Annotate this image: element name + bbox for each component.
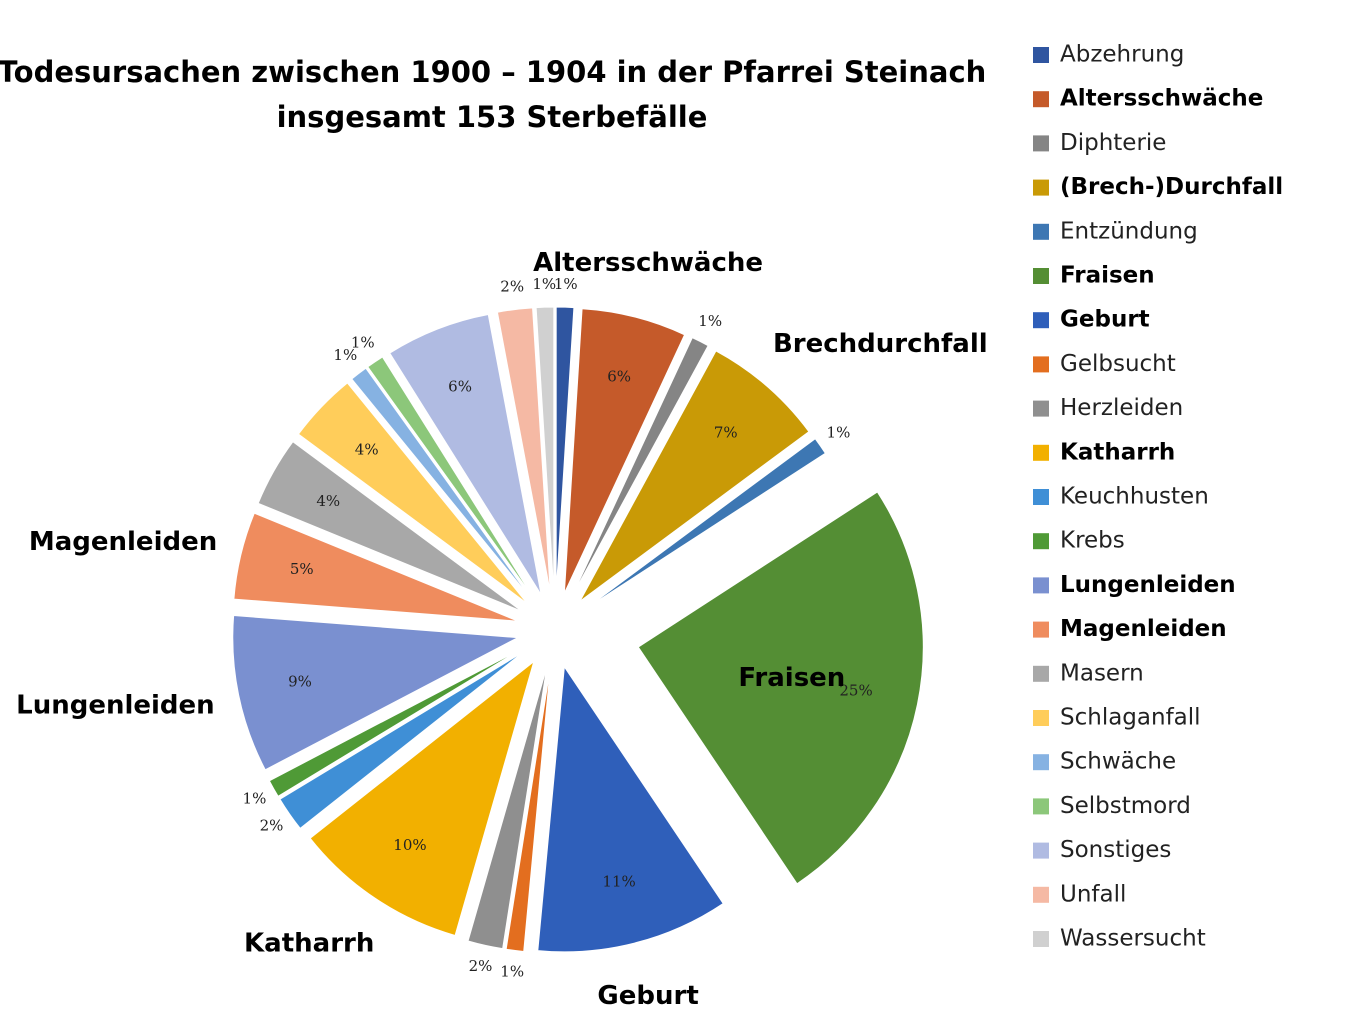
value-label: 1% (243, 789, 267, 807)
legend-swatch (1033, 665, 1049, 682)
value-label: 1% (500, 962, 524, 980)
pie-slice (537, 665, 724, 953)
legend-label: Krebs (1060, 528, 1125, 554)
legend-swatch (1033, 444, 1049, 461)
pie-slice (279, 651, 525, 830)
legend-label: Diphterie (1060, 130, 1166, 156)
slice-label: Brechdurchfall (773, 329, 988, 359)
value-label: 9% (288, 672, 312, 690)
value-label: 5% (290, 560, 314, 578)
legend-label: Lungenleiden (1060, 572, 1236, 598)
pie-slice (585, 437, 827, 609)
pie-slice (555, 306, 575, 593)
pie-slice (467, 666, 548, 950)
legend-swatch (1033, 621, 1049, 638)
legend-label: Keuchhusten (1060, 484, 1209, 510)
slice-label: Lungenleiden (16, 690, 215, 720)
value-label: 2% (260, 817, 284, 835)
pie-slice (563, 308, 686, 594)
value-label: 1% (333, 346, 357, 364)
legend-label: Katharrh (1060, 439, 1175, 465)
legend-swatch (1033, 798, 1049, 815)
value-label: 1% (827, 423, 851, 441)
legend-swatch (1033, 710, 1049, 726)
pie-slice (268, 648, 523, 797)
legend-label: Schlaganfall (1060, 705, 1201, 731)
pie-slice (579, 350, 810, 602)
legend-swatch (1033, 312, 1049, 329)
legend-swatch (1033, 356, 1049, 373)
value-label: 6% (607, 368, 631, 386)
pie-slice (232, 614, 520, 771)
legend-label: Fraisen (1060, 263, 1155, 289)
legend-swatch (1033, 179, 1049, 196)
value-label: 2% (500, 278, 524, 296)
pie-slice (637, 491, 924, 885)
legend-label: Entzündung (1060, 218, 1198, 244)
legend-swatch (1033, 268, 1049, 284)
legend-label: Altersschwäche (1060, 86, 1263, 112)
pie-slice (351, 367, 533, 601)
value-label: 11% (602, 872, 635, 890)
pie-slice (297, 382, 528, 605)
chart-title: Todesursachen zwischen 1900 – 1904 in de… (0, 55, 986, 89)
legend-label: Abzehrung (1060, 42, 1184, 68)
slice-label: Geburt (597, 981, 698, 1011)
value-label: 4% (316, 492, 340, 510)
value-label: 1% (554, 275, 578, 293)
legend-swatch (1033, 754, 1049, 771)
pie-slice (571, 336, 709, 597)
pie-slice (505, 667, 551, 953)
legend-swatch (1033, 533, 1049, 550)
legend-label: Magenleiden (1060, 616, 1227, 642)
legend-swatch (1033, 931, 1049, 947)
value-label: 1% (351, 334, 375, 352)
legend-label: (Brech-)Durchfall (1060, 174, 1283, 200)
legend-swatch (1033, 842, 1049, 859)
slice-label: Magenleiden (29, 527, 217, 557)
value-label: 2% (469, 957, 493, 975)
pie-slice (389, 313, 542, 595)
legend-label: Wassersucht (1060, 926, 1206, 952)
legend-swatch (1033, 489, 1049, 505)
legend-label: Herzleiden (1060, 395, 1183, 421)
legend-label: Schwäche (1060, 749, 1176, 775)
pie-slice (309, 660, 535, 937)
legend-swatch (1033, 400, 1049, 417)
legend-swatch (1033, 91, 1049, 108)
legend-label: Masern (1060, 660, 1144, 686)
legend-label: Geburt (1060, 307, 1150, 333)
chart-subtitle: insgesamt 153 Sterbefälle (277, 100, 708, 134)
legend-swatch (1033, 47, 1049, 63)
value-label: 7% (714, 424, 738, 442)
pie-slice (535, 306, 555, 593)
value-label: 6% (448, 378, 472, 396)
value-label: 25% (839, 682, 872, 700)
legend-swatch (1033, 135, 1049, 152)
slice-label: Katharrh (244, 928, 374, 958)
pie-slice (233, 512, 519, 622)
value-label: 1% (532, 275, 556, 293)
legend-swatch (1033, 577, 1049, 594)
pie-slice (367, 356, 535, 599)
legend-swatch (1033, 886, 1049, 903)
pie-slice (496, 307, 551, 593)
legend-swatch (1033, 223, 1049, 240)
slice-label: Altersschwäche (533, 248, 763, 278)
slice-label: Fraisen (738, 663, 845, 693)
legend-label: Sonstiges (1060, 837, 1171, 863)
value-label: 1% (698, 312, 722, 330)
legend-label: Unfall (1060, 881, 1126, 907)
value-label: 10% (393, 836, 426, 854)
legend-label: Gelbsucht (1060, 351, 1176, 377)
pie-slice (257, 440, 523, 612)
value-label: 4% (355, 440, 379, 458)
legend-label: Selbstmord (1060, 793, 1191, 819)
